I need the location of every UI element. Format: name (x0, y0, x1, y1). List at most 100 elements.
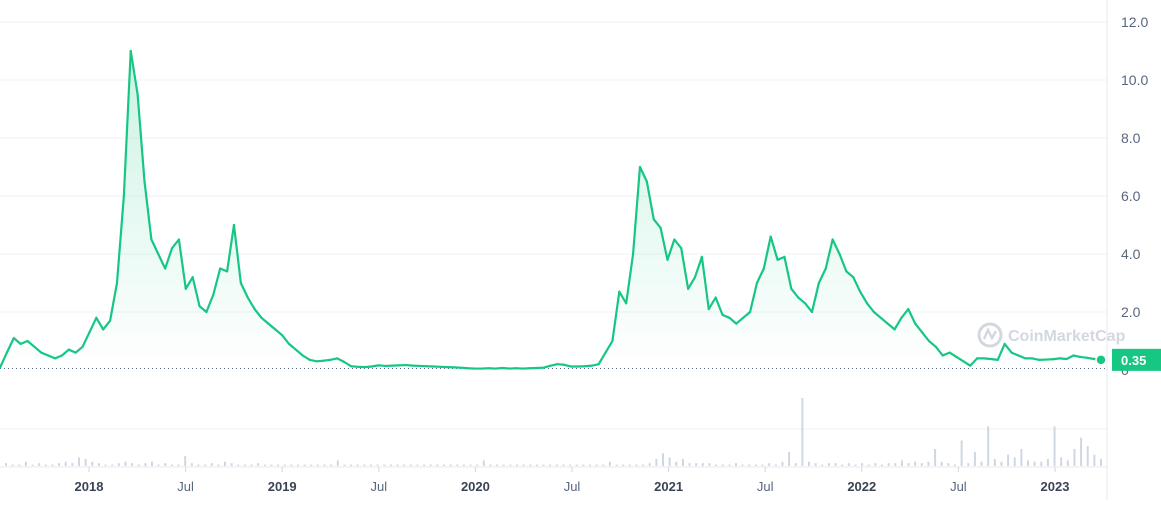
volume-bar (317, 465, 319, 466)
volume-bar (835, 463, 837, 466)
volume-bar (888, 463, 890, 466)
volume-bar (662, 453, 664, 466)
volume-bar (974, 452, 976, 466)
volume-bar (403, 465, 405, 466)
volume-bar (224, 462, 226, 466)
volume-bar (18, 465, 20, 466)
x-tick-label: Jul (177, 479, 194, 494)
volume-bar (244, 465, 246, 466)
volume-bar (277, 465, 279, 466)
volume-bar (947, 463, 949, 466)
volume-bar (138, 465, 140, 466)
volume-bar (397, 465, 399, 466)
volume-bar (934, 449, 936, 466)
volume-bar (251, 465, 253, 466)
volume-bar (921, 463, 923, 466)
volume-bar (708, 463, 710, 466)
volume-bar (38, 463, 40, 466)
volume-bar (795, 463, 797, 466)
volume-bar (211, 463, 213, 466)
volume-bar (489, 465, 491, 466)
volume-bar (635, 465, 637, 466)
volume-bar (768, 463, 770, 466)
x-tick-label: 2020 (461, 479, 490, 494)
volume-bar (536, 465, 538, 466)
volume-bar (503, 465, 505, 466)
volume-bar (423, 465, 425, 466)
volume-bar (1093, 455, 1095, 466)
volume-bar (1040, 462, 1042, 466)
volume-bar (184, 456, 186, 466)
volume-bar (702, 463, 704, 466)
volume-bar (622, 465, 624, 466)
volume-bar (5, 463, 7, 466)
volume-bar (363, 465, 365, 466)
volume-bar (848, 463, 850, 466)
volume-bar (755, 465, 757, 466)
volume-bar (562, 465, 564, 466)
x-tick-label: Jul (564, 479, 581, 494)
volume-bar (370, 465, 372, 466)
volume-bar (742, 465, 744, 466)
volume-bar (569, 465, 571, 466)
volume-bar (894, 463, 896, 466)
volume-bar (602, 465, 604, 466)
volume-bar (264, 465, 266, 466)
volume-bar (1060, 458, 1062, 467)
volume-bar (324, 465, 326, 466)
y-tick-label: 2.0 (1121, 304, 1141, 320)
volume-bars (5, 398, 1102, 466)
volume-bar (987, 426, 989, 466)
current-price-label: 0.35 (1121, 353, 1146, 368)
volume-bar (543, 465, 545, 466)
volume-bar (762, 465, 764, 466)
x-tick-label: 2022 (847, 479, 876, 494)
volume-bar (164, 463, 166, 466)
volume-bar (1087, 446, 1089, 466)
volume-bar (78, 458, 80, 467)
volume-bar (841, 465, 843, 466)
watermark-text: CoinMarketCap (1008, 328, 1126, 345)
volume-bar (881, 465, 883, 466)
volume-bar (350, 465, 352, 466)
y-tick-label: 10.0 (1121, 72, 1148, 88)
volume-bar (337, 460, 339, 466)
volume-bar (609, 462, 611, 466)
volume-bar (390, 465, 392, 466)
volume-bar (582, 465, 584, 466)
volume-bar (675, 462, 677, 466)
volume-bar (71, 463, 73, 466)
volume-bar (808, 462, 810, 466)
coinmarketcap-logo-icon (979, 324, 1001, 346)
volume-bar (722, 465, 724, 466)
volume-bar (383, 465, 385, 466)
volume-bar (1020, 449, 1022, 466)
volume-bar (1000, 462, 1002, 466)
volume-bar (596, 465, 598, 466)
volume-bar (914, 462, 916, 466)
volume-bar (470, 465, 472, 466)
volume-bar (1100, 459, 1102, 466)
y-axis-ticks: 12.010.08.06.04.02.00 (1121, 14, 1148, 378)
x-tick-label: Jul (370, 479, 387, 494)
volume-bar (994, 459, 996, 466)
volume-bar (616, 465, 618, 466)
volume-bar (45, 465, 47, 466)
volume-bar (217, 465, 219, 466)
volume-bar (32, 465, 34, 466)
x-tick-label: 2019 (268, 479, 297, 494)
price-area-fill (0, 51, 1101, 369)
volume-bar (1067, 460, 1069, 466)
volume-bar (430, 465, 432, 466)
x-tick-label: 2023 (1041, 479, 1070, 494)
volume-bar (788, 452, 790, 466)
axes (0, 0, 1107, 500)
volume-bar (111, 465, 113, 466)
volume-bar (1047, 459, 1049, 466)
volume-bar (1034, 462, 1036, 466)
volume-bar (178, 465, 180, 466)
price-area (0, 51, 1101, 369)
